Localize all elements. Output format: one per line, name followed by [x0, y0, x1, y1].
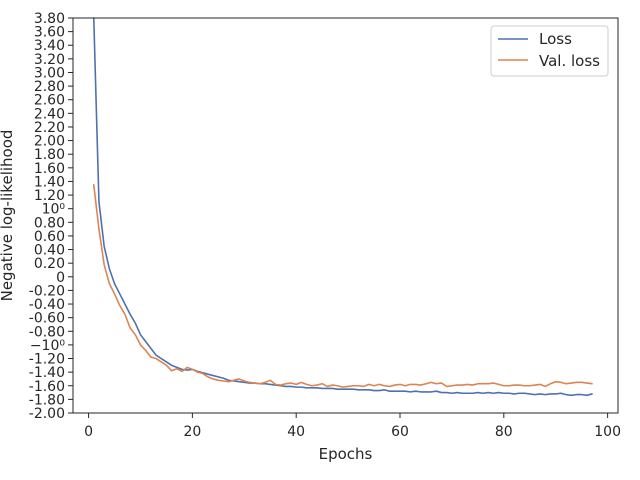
x-axis: 0 20 40 60 80 100: [84, 413, 621, 440]
y-tick-label: 2.60: [34, 93, 65, 109]
x-tick-label: 40: [287, 424, 305, 440]
y-tick-label: -0.40: [29, 297, 65, 313]
y-axis-label: Negative log-likelihood: [0, 130, 16, 302]
y-tick-label: 2.40: [34, 106, 65, 122]
series-line-loss: [92, 17, 593, 397]
legend: Loss Val. loss: [490, 25, 609, 77]
y-tick-label: 3.40: [34, 38, 65, 54]
y-tick-label: 2.00: [34, 134, 65, 150]
y-tick-label: 3.80: [34, 11, 65, 27]
plot-area-frame: [72, 17, 619, 414]
y-tick-label: -1.40: [29, 365, 65, 381]
y-tick-label: -1.80: [29, 392, 65, 408]
y-tick-label: 1.20: [34, 188, 65, 204]
y-tick-label: 0.20: [34, 256, 65, 272]
y-tick-label: 2.80: [34, 79, 65, 95]
x-tick-label: 80: [495, 424, 513, 440]
x-axis-label: Epochs: [319, 445, 373, 463]
legend-label-val-loss: Val. loss: [539, 52, 600, 70]
y-tick-label: -0.20: [29, 283, 65, 299]
y-axis: -2.00-1.80-1.60-1.40-1.20−10⁰-0.80-0.60-…: [29, 11, 73, 422]
x-tick-label: 100: [594, 424, 621, 440]
y-tick-label: 0: [56, 270, 65, 286]
y-tick-label: 3.00: [34, 65, 65, 81]
series-line-val-loss: [92, 184, 593, 388]
x-tick-label: 0: [84, 424, 93, 440]
y-tick-label: 1.80: [34, 147, 65, 163]
y-tick-label: 10⁰: [42, 202, 66, 218]
y-tick-label: 0.60: [34, 229, 65, 245]
x-tick-label: 20: [183, 424, 201, 440]
y-tick-label: -1.60: [29, 379, 65, 395]
y-tick-label: −10⁰: [30, 338, 66, 354]
y-tick-label: -1.20: [29, 352, 65, 368]
y-tick-label: 0.40: [34, 243, 65, 259]
x-tick-label: 60: [391, 424, 409, 440]
y-tick-label: 1.60: [34, 161, 65, 177]
y-tick-label: 0.80: [34, 215, 65, 231]
y-tick-label: -0.80: [29, 324, 65, 340]
y-tick-label: -2.00: [29, 406, 65, 422]
y-tick-label: 1.40: [34, 174, 65, 190]
y-tick-label: 2.20: [34, 120, 65, 136]
y-tick-label: -0.60: [29, 311, 65, 327]
legend-label-loss: Loss: [539, 30, 572, 48]
plot-lines: [92, 17, 593, 397]
y-tick-label: 3.60: [34, 25, 65, 41]
y-tick-label: 3.20: [34, 52, 65, 68]
